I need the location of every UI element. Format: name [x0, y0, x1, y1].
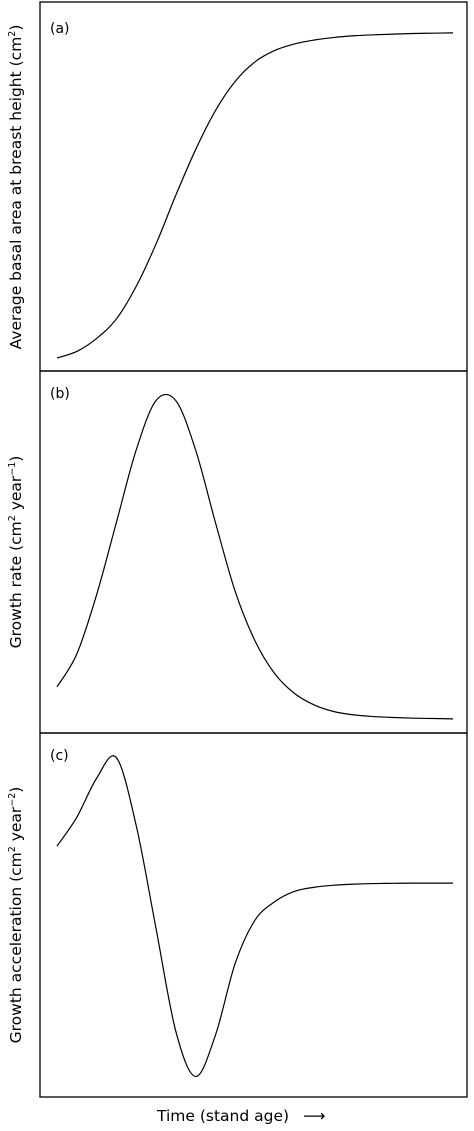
panel-c: (c) Growth acceleration (cm2 year−2): [7, 732, 468, 1098]
x-axis-label: Time (stand age) ⟶: [156, 1107, 325, 1125]
panel-c-frame: [39, 732, 468, 1098]
panel-a-label: (a): [50, 21, 70, 37]
panel-b-ylabel: Growth rate (cm2 year−1): [7, 456, 25, 649]
panel-c-ylabel: Growth acceleration (cm2 year−2): [7, 787, 25, 1044]
panel-a-ylabel: Average basal area at breast height (cm2…: [7, 25, 25, 350]
panel-b-label: (b): [50, 386, 70, 402]
panel-a-curve: [56, 32, 454, 359]
panel-a-frame: [39, 1, 468, 372]
panel-c-label: (c): [50, 748, 69, 764]
panel-b-curve: [56, 393, 454, 720]
panel-b: (b) Growth rate (cm2 year−1): [7, 370, 468, 734]
panel-c-curve: [56, 755, 453, 1078]
panel-b-frame: [39, 370, 468, 734]
panel-a: (a) Average basal area at breast height …: [7, 1, 468, 372]
